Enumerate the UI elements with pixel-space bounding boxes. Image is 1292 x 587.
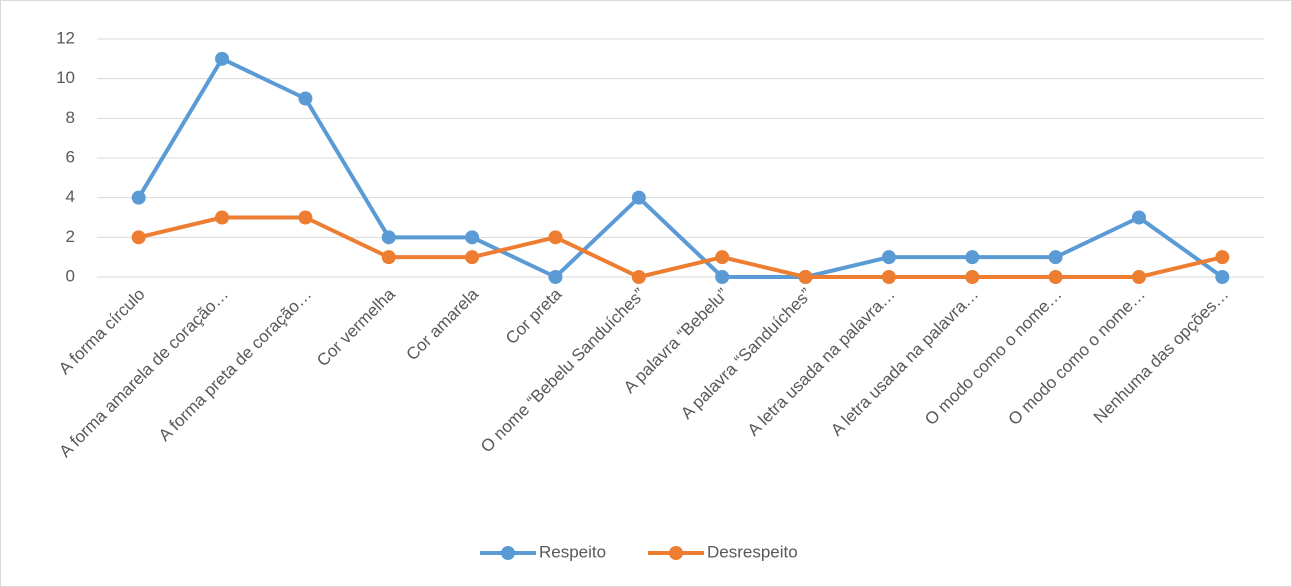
data-point <box>298 91 313 106</box>
y-tick-label: 4 <box>66 187 75 206</box>
data-point <box>548 270 563 284</box>
data-point <box>798 270 813 284</box>
y-tick-label: 2 <box>66 227 75 246</box>
data-point <box>715 270 730 284</box>
data-point <box>131 230 146 245</box>
legend-label: Desrespeito <box>707 542 798 561</box>
data-point <box>1048 270 1063 284</box>
data-point <box>465 230 480 245</box>
data-point <box>881 250 896 265</box>
data-point <box>548 230 563 245</box>
data-point <box>965 270 980 284</box>
legend-marker <box>669 546 683 560</box>
data-point <box>381 230 396 245</box>
data-point <box>465 250 480 265</box>
y-tick-label: 12 <box>56 28 75 47</box>
data-point <box>631 190 646 205</box>
data-point <box>215 51 230 66</box>
y-tick-label: 6 <box>66 147 75 166</box>
y-tick-label: 8 <box>66 108 75 127</box>
data-point <box>715 250 730 265</box>
data-point <box>298 210 313 225</box>
y-tick-label: 0 <box>66 266 75 285</box>
legend-label: Respeito <box>539 542 606 561</box>
data-point <box>1215 270 1230 284</box>
data-point <box>1048 250 1063 265</box>
y-tick-label: 10 <box>56 68 75 87</box>
data-point <box>965 250 980 265</box>
data-point <box>631 270 646 284</box>
data-point <box>1215 250 1230 265</box>
data-point <box>1131 270 1146 284</box>
data-point <box>381 250 396 265</box>
series-line <box>138 215 1223 279</box>
data-point <box>131 190 146 205</box>
series-line <box>136 56 1224 279</box>
data-point <box>1131 210 1146 225</box>
legend-marker <box>501 546 515 560</box>
data-point <box>215 210 230 225</box>
data-point <box>881 270 896 284</box>
